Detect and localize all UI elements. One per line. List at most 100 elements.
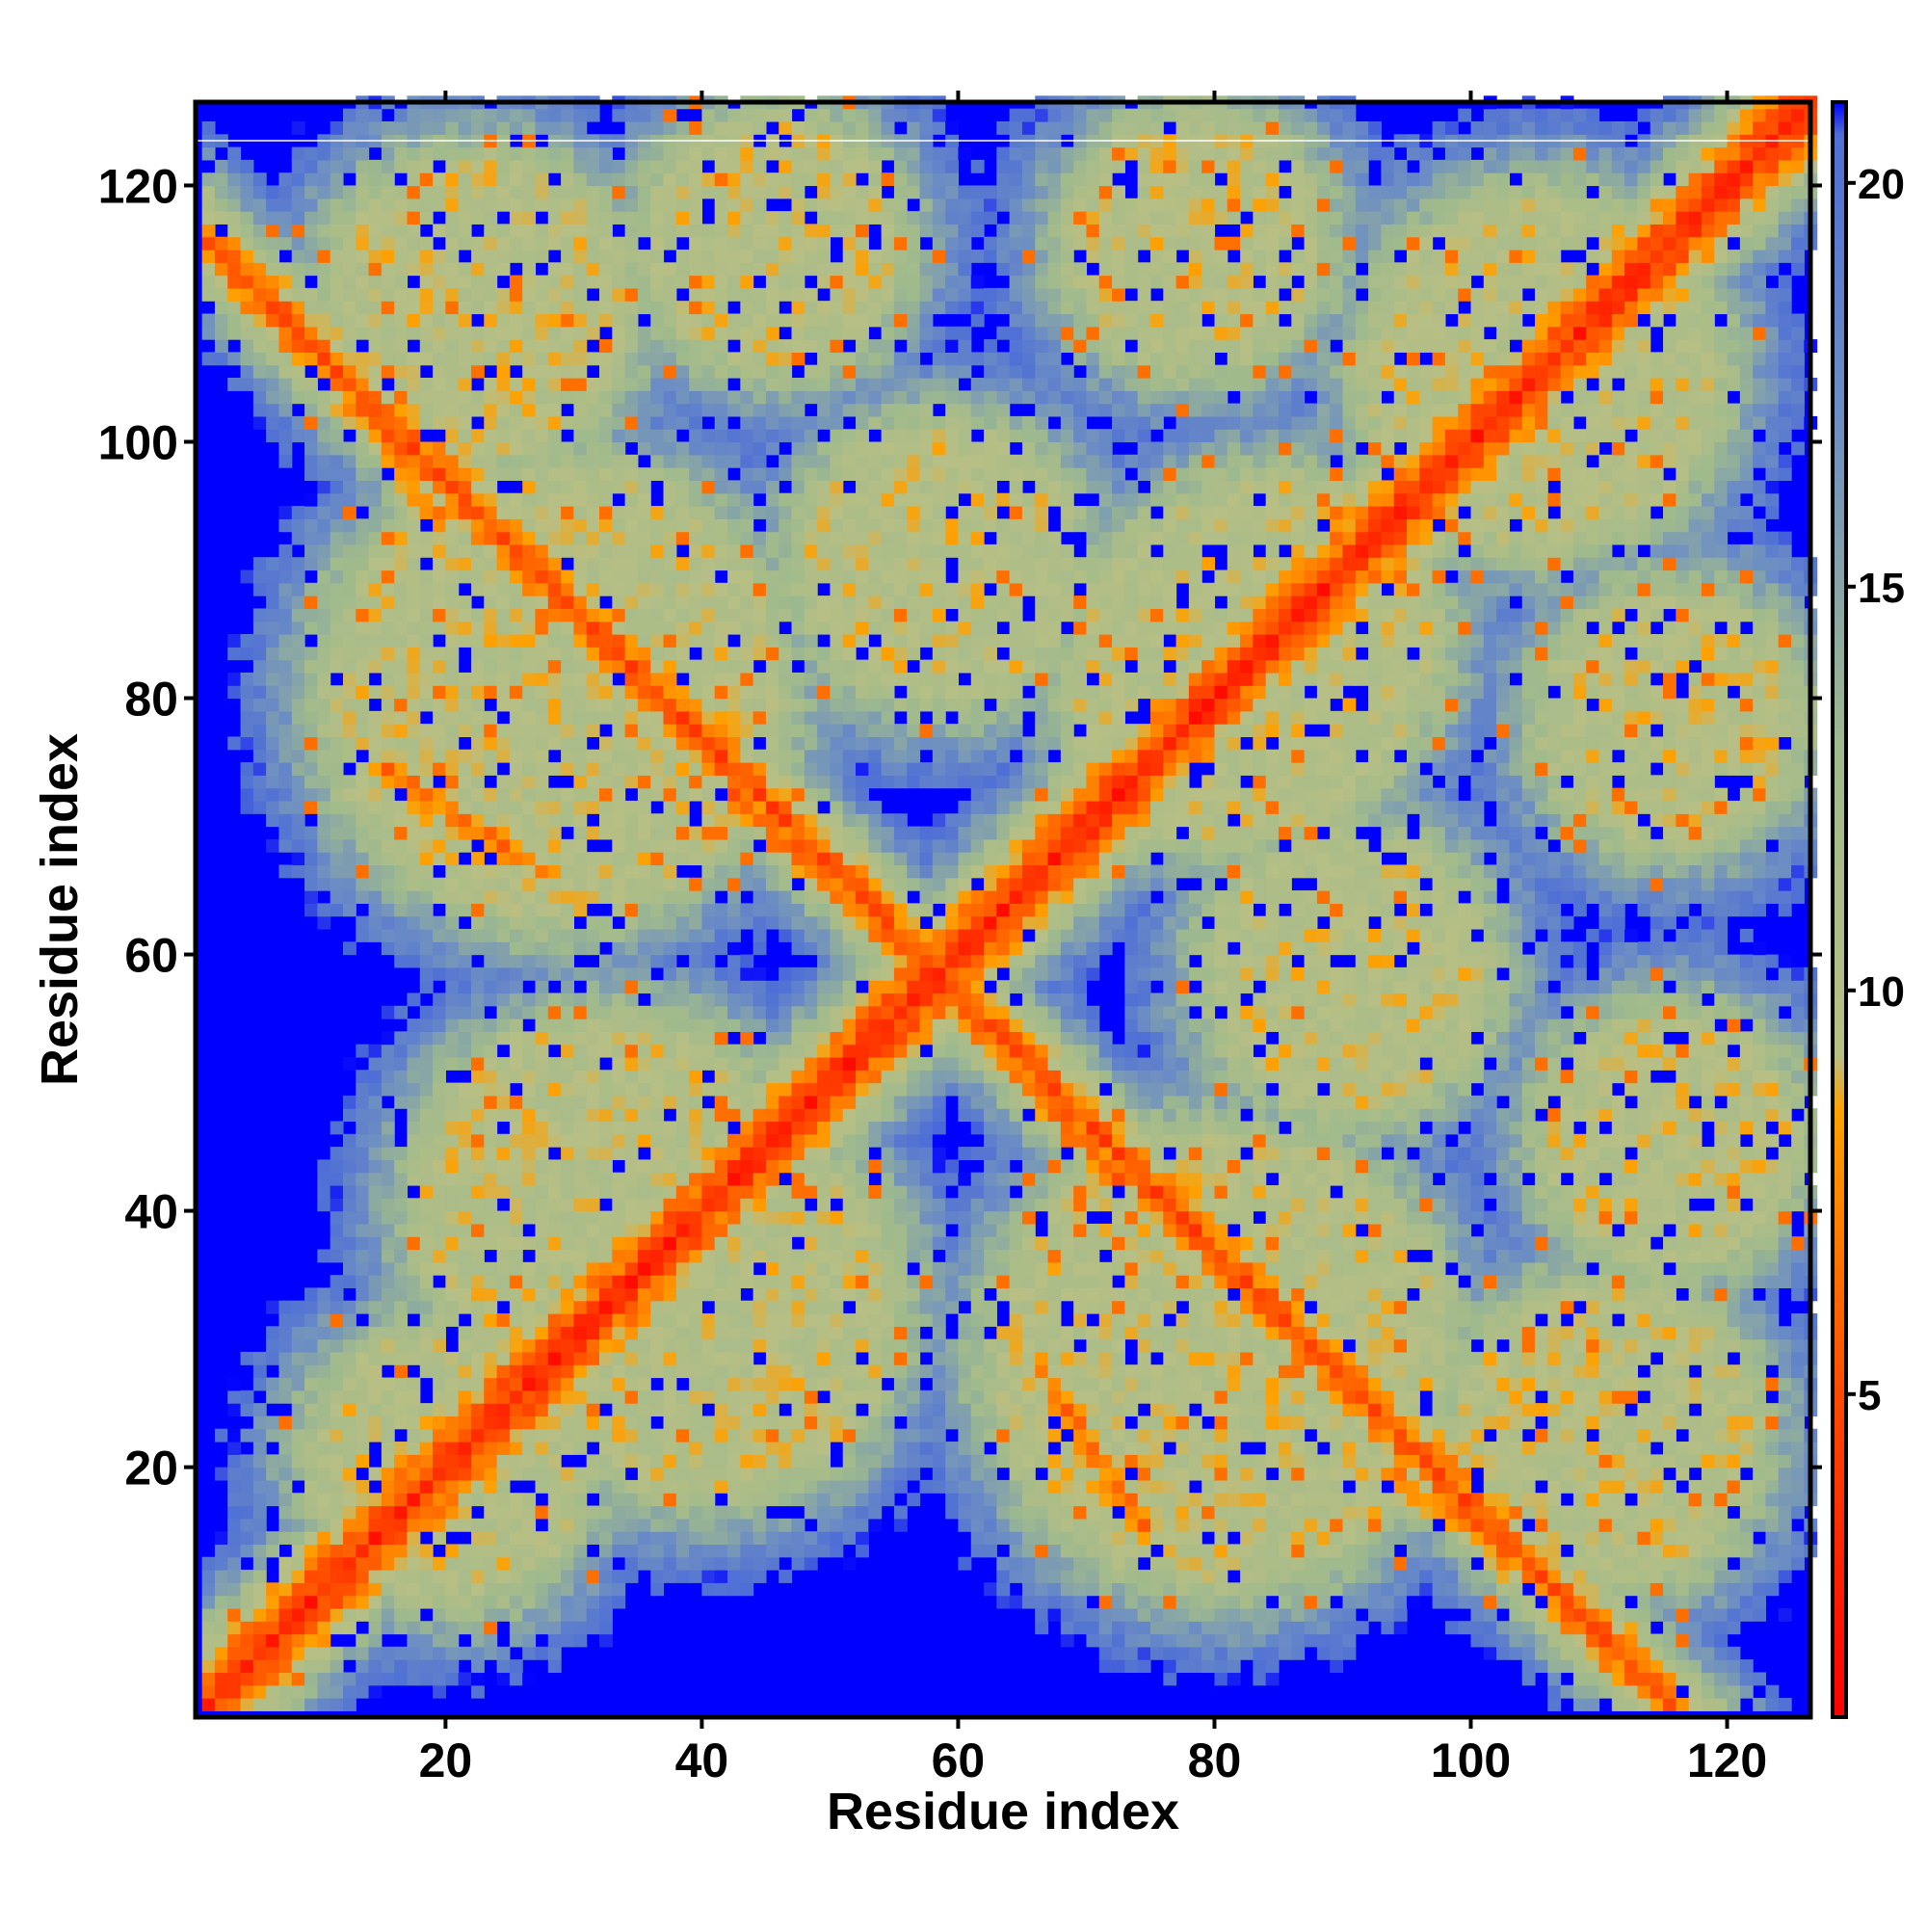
heatmap-cell [1547,1389,1562,1404]
heatmap-cell [394,685,409,700]
heatmap-cell [381,1467,395,1481]
heatmap-cell [1047,1570,1062,1583]
heatmap-cell [304,1313,318,1327]
heatmap-cell [433,608,446,622]
heatmap-cell [1753,1505,1767,1520]
heatmap-cell [522,838,537,853]
heatmap-cell [1572,1428,1587,1442]
heatmap-cell [1214,1595,1228,1609]
heatmap-cell [1291,1389,1306,1404]
heatmap-cell [1496,1570,1511,1583]
heatmap-cell [1676,1595,1690,1609]
heatmap-cell [1611,1633,1625,1648]
heatmap-cell [996,1454,1011,1469]
heatmap-cell [1149,1582,1164,1597]
heatmap-cell [484,915,498,930]
heatmap-cell [1278,1389,1292,1404]
heatmap-cell [278,621,293,635]
heatmap-cell [1342,1518,1357,1532]
heatmap-cell [433,1159,446,1174]
heatmap-cell [535,429,549,443]
heatmap-cell [1227,1544,1241,1558]
heatmap-cell [304,467,318,481]
heatmap-cell [1098,1659,1113,1674]
heatmap-cell [1073,1442,1088,1455]
heatmap-cell [368,1607,383,1622]
heatmap-cell [496,724,511,738]
heatmap-cell [752,1556,767,1571]
heatmap-cell [1227,1326,1241,1340]
heatmap-cell [714,1582,728,1597]
heatmap-cell [419,1056,434,1071]
heatmap-cell [1521,1659,1536,1674]
heatmap-cell [291,1403,305,1417]
heatmap-cell [1419,1518,1434,1532]
heatmap-cell [266,1544,280,1558]
heatmap-cell [612,1595,626,1609]
heatmap-cell [407,506,421,519]
heatmap-cell [1650,1377,1664,1391]
heatmap-cell [1253,1364,1267,1379]
heatmap-cell [317,1377,331,1391]
heatmap-cell [330,1428,344,1442]
heatmap-cell [240,301,254,315]
heatmap-cell [304,159,318,173]
heatmap-cell [291,326,305,340]
heatmap-cell [368,864,383,879]
heatmap-cell [470,1095,485,1109]
heatmap-cell [278,441,293,456]
heatmap-cell [663,1326,677,1340]
heatmap-cell [547,1595,562,1609]
heatmap-cell [547,1428,562,1442]
heatmap-cell [227,172,242,187]
heatmap-cell [1035,1531,1049,1546]
heatmap-cell [535,1313,549,1327]
heatmap-cell [522,826,537,840]
heatmap-cell [535,621,549,635]
heatmap-cell [470,120,485,135]
heatmap-cell [317,275,331,289]
heatmap-cell [252,339,267,353]
heatmap-cell [433,415,446,430]
heatmap-cell [317,352,331,366]
heatmap-cell [535,915,549,930]
heatmap-cell [394,903,409,917]
heatmap-cell [1714,1582,1729,1597]
heatmap-cell [663,1544,677,1558]
heatmap-cell [1586,1364,1600,1379]
heatmap-cell [381,1133,395,1148]
heatmap-cell [278,301,293,315]
heatmap-cell [458,441,472,456]
heatmap-cell [535,1070,549,1084]
heatmap-cell [612,1364,626,1379]
heatmap-cell [727,1493,741,1507]
heatmap-cell [701,1556,716,1571]
heatmap-cell [561,698,574,712]
heatmap-cell [368,108,383,122]
heatmap-cell [561,1082,574,1097]
heatmap-cell [817,1544,832,1558]
heatmap-cell [433,647,446,661]
heatmap-cell [368,595,383,610]
heatmap-cell [765,1493,779,1507]
heatmap-cell [419,1582,434,1597]
heatmap-cell [1381,1556,1395,1571]
heatmap-cell [317,1249,331,1263]
heatmap-cell [1253,1672,1267,1686]
heatmap-cell [561,287,574,302]
heatmap-cell [535,582,549,596]
heatmap-cell [740,1416,754,1430]
heatmap-cell [433,1428,446,1442]
heatmap-cell [1753,1493,1767,1507]
heatmap-cell [342,1479,356,1494]
heatmap-cell [356,543,370,558]
heatmap-cell [1509,1595,1523,1609]
heatmap-cell [1432,1403,1446,1417]
heatmap-cell [1098,1377,1113,1391]
heatmap-cell [458,275,472,289]
heatmap-cell [624,1389,639,1404]
heatmap-cell [330,120,344,135]
heatmap-cell [1701,1570,1715,1583]
heatmap-cell [1521,1570,1536,1583]
heatmap-cell [1163,1377,1177,1391]
